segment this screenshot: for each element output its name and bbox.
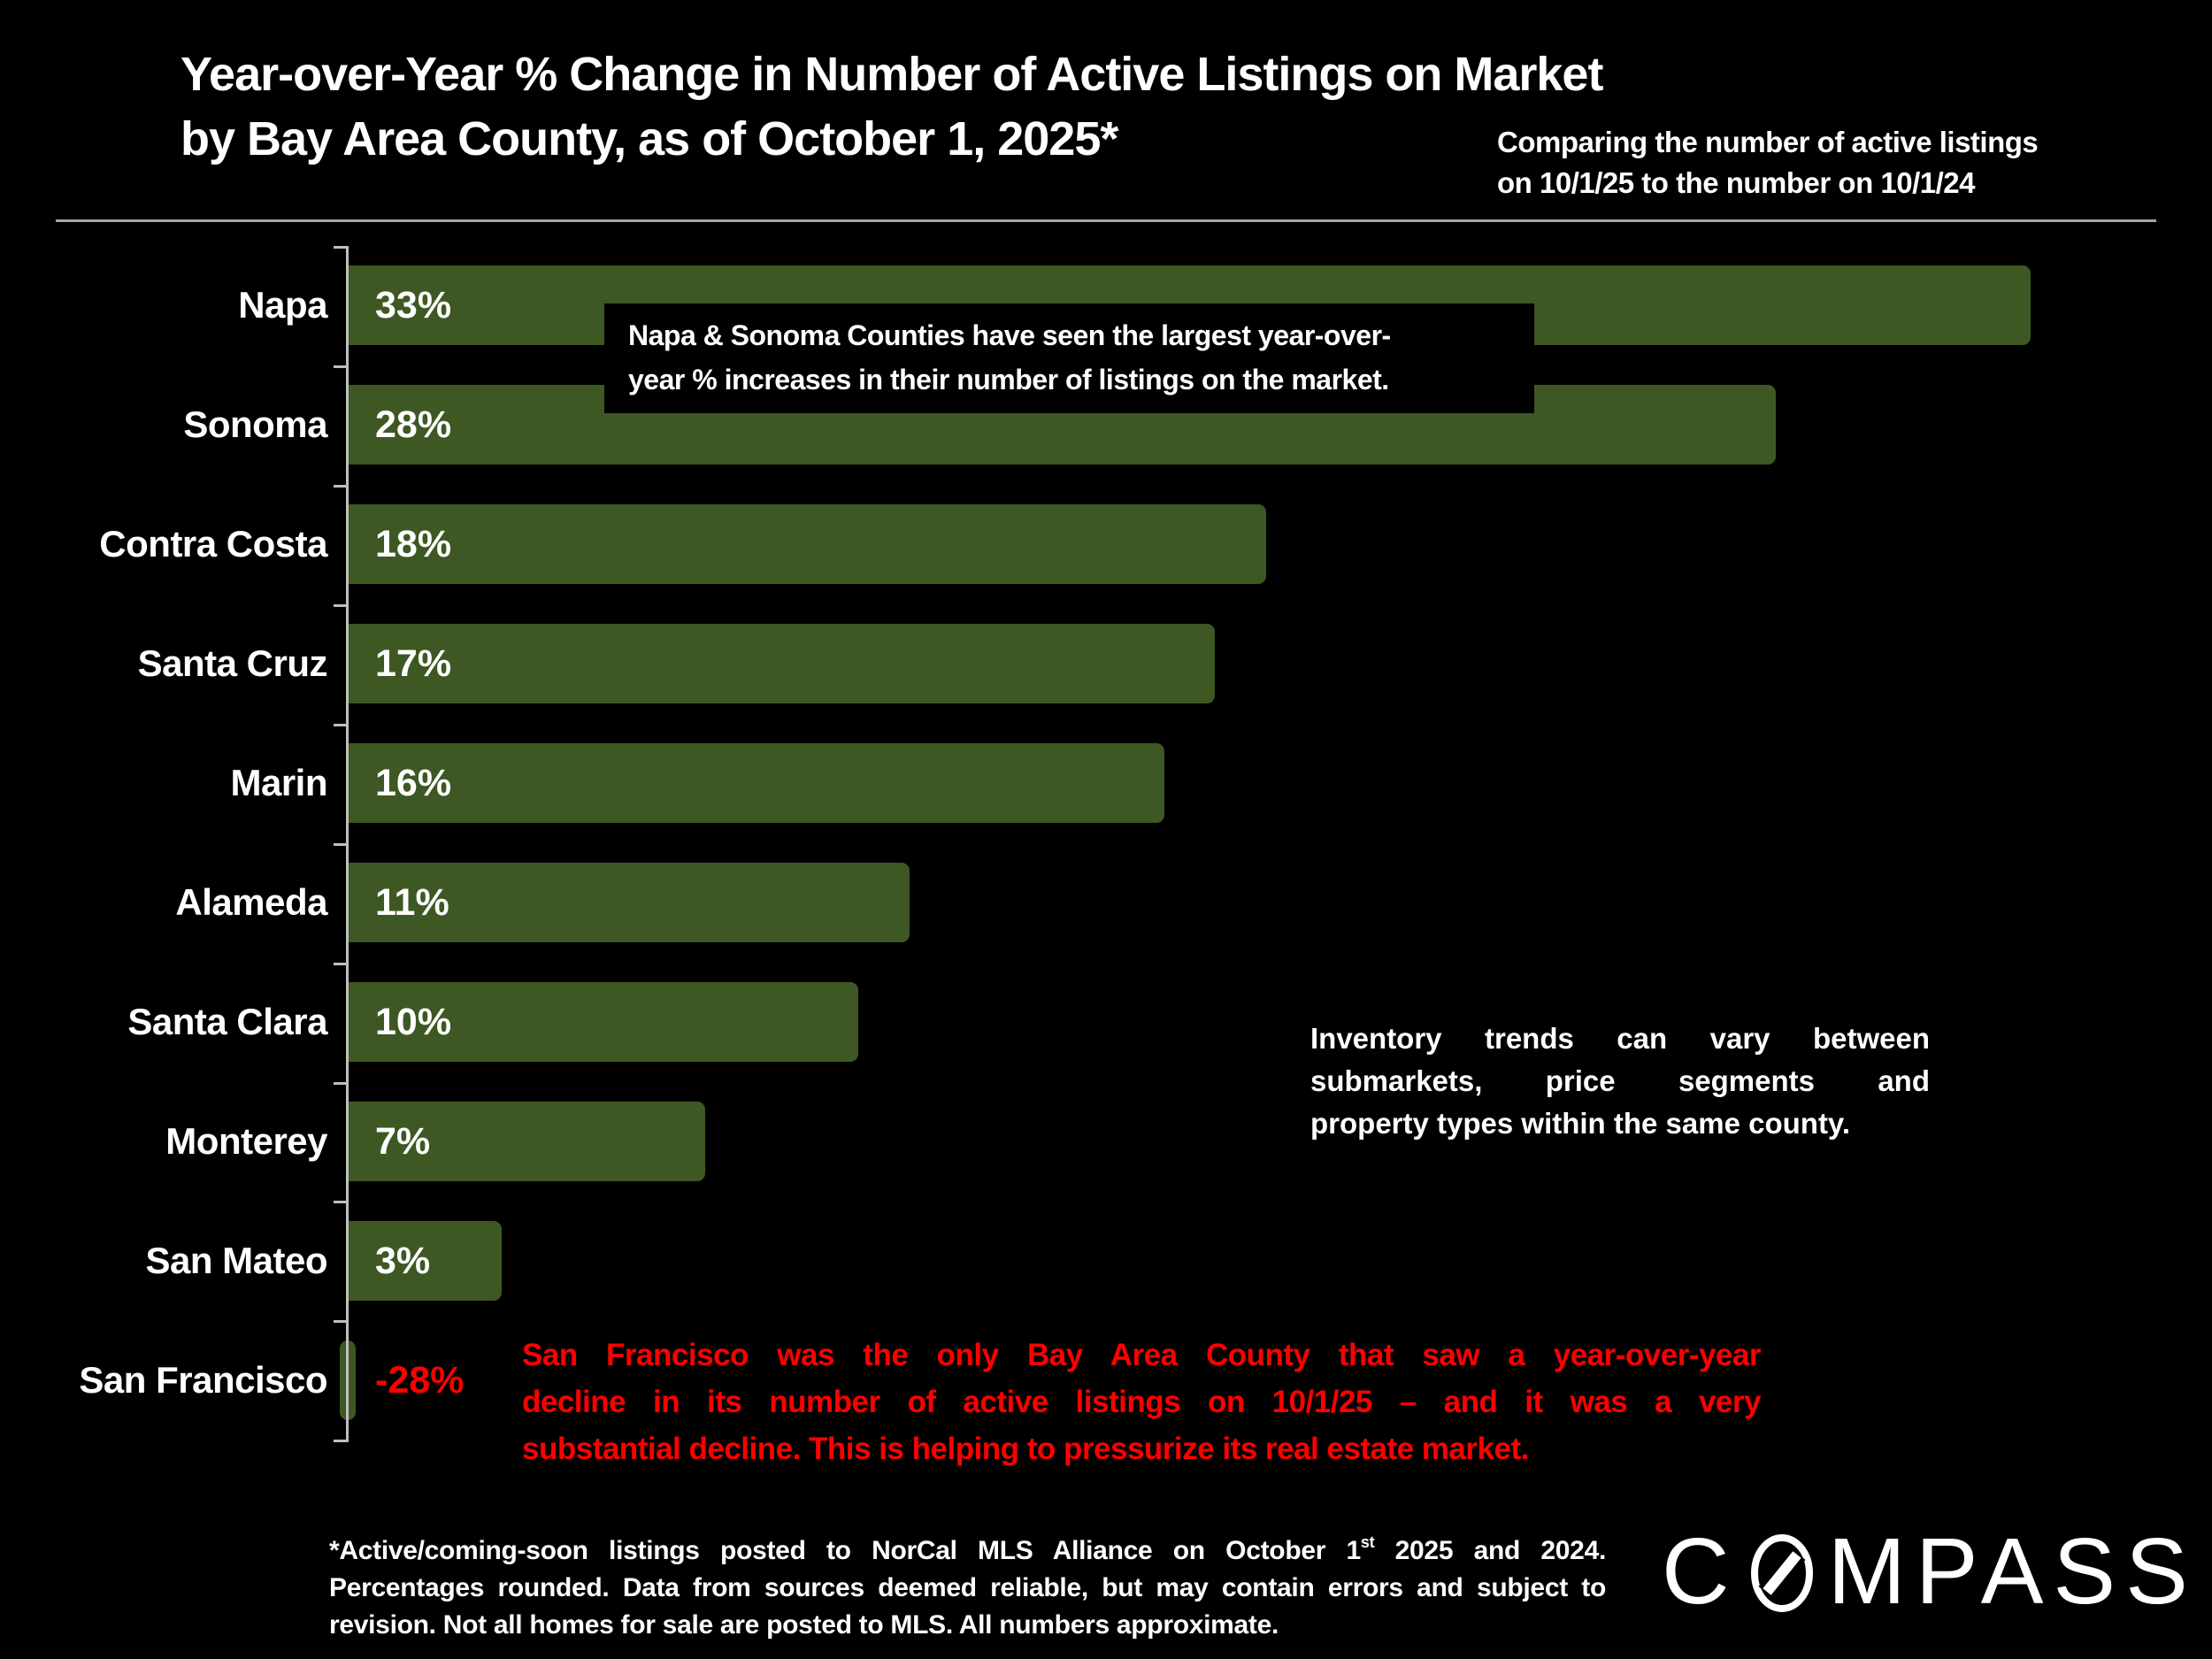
footnote-line-3: revision. Not all homes for sale are pos… bbox=[329, 1610, 1279, 1640]
sf-note-line-1: San Francisco was the only Bay Area Coun… bbox=[522, 1338, 1762, 1372]
value-label: 17% bbox=[375, 642, 452, 686]
axis-tick bbox=[334, 1440, 346, 1442]
footnote: *Active/coming-soon listings posted to N… bbox=[329, 1524, 1606, 1644]
category-label: Napa bbox=[238, 284, 327, 326]
value-label: 10% bbox=[375, 1001, 452, 1044]
title-line-2: by Bay Area County, as of October 1, 202… bbox=[180, 112, 1118, 165]
category-label: Santa Cruz bbox=[137, 642, 328, 685]
inventory-note-line-2: submarkets, price segments and bbox=[1310, 1064, 1930, 1097]
logo-letters-mpass: MPASS bbox=[1827, 1518, 2198, 1624]
sf-note-line-2: decline in its number of active listings… bbox=[522, 1385, 1762, 1419]
axis-tick bbox=[334, 485, 346, 488]
axis-tick bbox=[334, 604, 346, 607]
bar bbox=[349, 1101, 705, 1181]
value-label: -28% bbox=[375, 1358, 465, 1402]
value-label: 16% bbox=[375, 762, 452, 805]
bar bbox=[349, 743, 1164, 824]
bar bbox=[349, 863, 910, 943]
subtitle: Comparing the number of active listings … bbox=[1497, 122, 2039, 204]
compass-o-needle-icon bbox=[1750, 1534, 1813, 1612]
inventory-note-line-3: property types within the same county. bbox=[1310, 1107, 1851, 1140]
axis-tick bbox=[334, 1201, 346, 1203]
value-label: 33% bbox=[375, 284, 452, 327]
axis-tick bbox=[334, 1082, 346, 1085]
footnote-line-1: *Active/coming-soon listings posted to N… bbox=[329, 1533, 1606, 1565]
title-line-1: Year-over-Year % Change in Number of Act… bbox=[180, 48, 1603, 101]
category-label: Monterey bbox=[165, 1119, 327, 1162]
category-label: Santa Clara bbox=[127, 1001, 327, 1043]
page-title: Year-over-Year % Change in Number of Act… bbox=[180, 42, 1603, 172]
bar bbox=[349, 504, 1266, 585]
category-label: Marin bbox=[230, 762, 327, 804]
superscript-st: st bbox=[1360, 1533, 1375, 1551]
category-label: Sonoma bbox=[183, 403, 327, 446]
category-label: Contra Costa bbox=[99, 523, 327, 565]
category-label: San Francisco bbox=[79, 1358, 327, 1401]
bar bbox=[349, 624, 1215, 704]
value-label: 11% bbox=[375, 881, 449, 925]
y-axis-line bbox=[346, 246, 349, 1442]
value-label: 18% bbox=[375, 523, 452, 566]
category-label: San Mateo bbox=[145, 1239, 327, 1281]
subtitle-line-2: on 10/1/25 to the number on 10/1/24 bbox=[1497, 166, 1976, 199]
inventory-note: Inventory trends can vary between submar… bbox=[1310, 1018, 1930, 1145]
axis-tick bbox=[334, 724, 346, 726]
value-label: 3% bbox=[375, 1239, 431, 1282]
bar bbox=[349, 1220, 502, 1301]
annotation-box: Napa & Sonoma Counties have seen the lar… bbox=[604, 303, 1534, 413]
compass-logo: C MPASS bbox=[1662, 1519, 2198, 1624]
logo-letter-c: C bbox=[1662, 1518, 1740, 1624]
sf-note-line-3: substantial decline. This is helping to … bbox=[522, 1432, 1529, 1466]
annotation-line-2: year % increases in their number of list… bbox=[628, 364, 1389, 396]
inventory-note-line-1: Inventory trends can vary between bbox=[1310, 1022, 1930, 1055]
axis-tick bbox=[334, 843, 346, 846]
category-label: Alameda bbox=[175, 881, 327, 924]
san-francisco-note: San Francisco was the only Bay Area Coun… bbox=[522, 1332, 1762, 1472]
axis-tick bbox=[334, 963, 346, 965]
axis-tick bbox=[334, 246, 346, 249]
axis-tick bbox=[334, 1320, 346, 1323]
value-label: 7% bbox=[375, 1119, 431, 1163]
bar bbox=[349, 982, 858, 1063]
footnote-line-2: Percentages rounded. Data from sources d… bbox=[329, 1573, 1606, 1602]
header-divider bbox=[56, 219, 2156, 222]
annotation-line-1: Napa & Sonoma Counties have seen the lar… bbox=[628, 319, 1391, 351]
value-label: 28% bbox=[375, 403, 452, 447]
axis-tick bbox=[334, 365, 346, 368]
subtitle-line-1: Comparing the number of active listings bbox=[1497, 126, 2039, 158]
